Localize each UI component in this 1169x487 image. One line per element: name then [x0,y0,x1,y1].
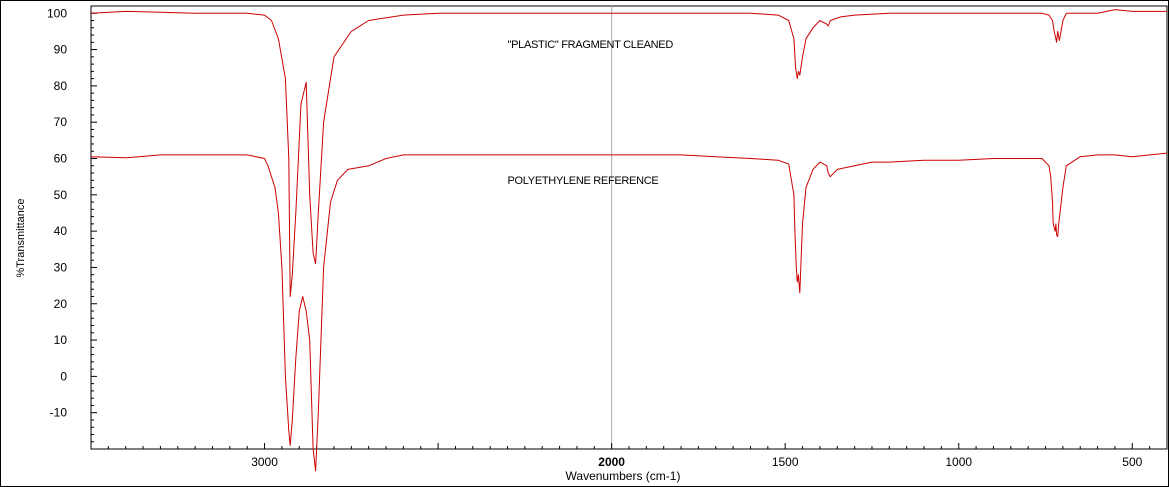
x-axis-label: Wavenumbers (cm-1) [566,469,681,483]
x-tick-label: 1500 [772,455,799,469]
y-tick-label: 100 [47,6,67,20]
annotation-layer: "PLASTIC" FRAGMENT CLEANED POLYETHYLENE R… [508,39,674,187]
y-tick-label: 80 [54,79,68,93]
y-tick-label: 70 [54,115,68,129]
y-tick-label: 40 [54,224,68,238]
y-axis-label: %Transmittance [15,198,27,277]
y-tick-label: 0 [60,369,67,383]
y-tick-label: 90 [54,43,68,57]
series-layer [90,9,1168,472]
series-line-plastic-fragment [90,9,1167,297]
series-annotation: "PLASTIC" FRAGMENT CLEANED [508,39,674,51]
x-tick-label: 500 [1122,455,1142,469]
y-tick-label: 10 [54,333,68,347]
y-tick-label: 20 [54,297,68,311]
y-tick-label: 50 [54,188,68,202]
y-tick-label: 30 [54,260,68,274]
x-tick-label: 2000 [598,455,625,469]
x-tick-label: 1000 [945,455,972,469]
series-line-polyethylene-reference [90,152,1168,472]
y-tick-label: 60 [54,152,68,166]
series-annotation: POLYETHYLENE REFERENCE [508,175,659,187]
x-tick-label: 3000 [251,455,278,469]
y-tick-label: -10 [50,406,68,420]
x-axis: 3000 2000 1500 1000 500 [107,443,1168,469]
